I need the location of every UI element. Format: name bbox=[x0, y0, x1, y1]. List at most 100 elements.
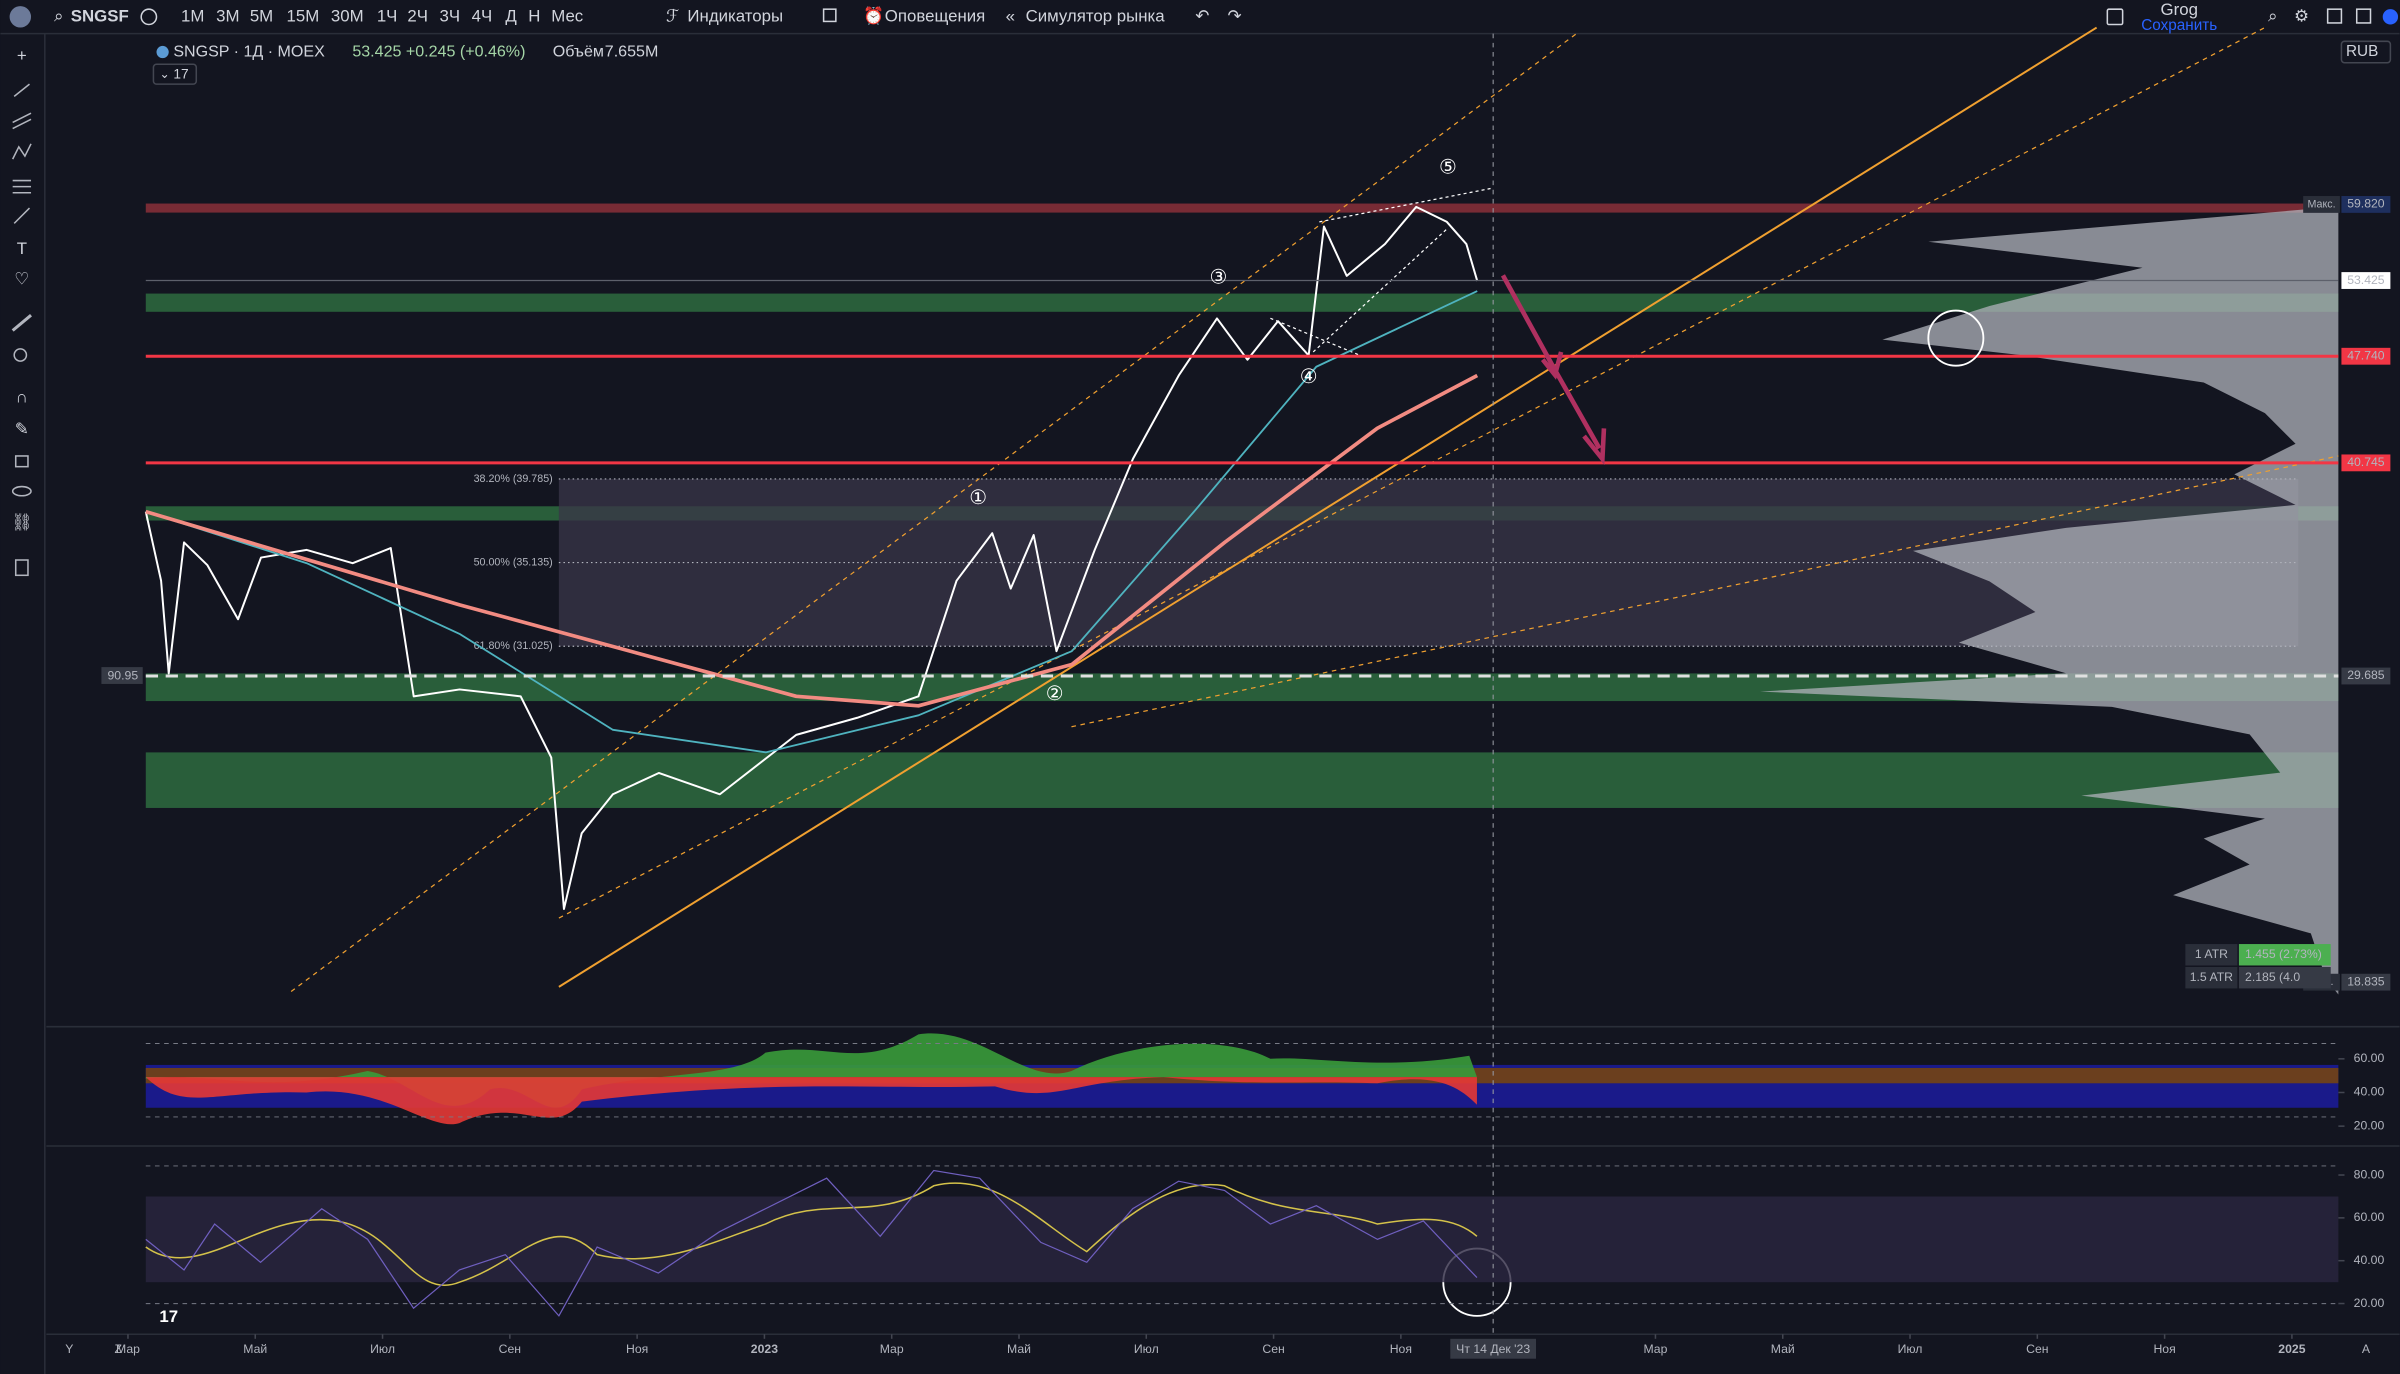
corner-button[interactable]: A bbox=[2362, 1342, 2371, 1356]
toolbar: ⌕ SNGSF ℱ Индикаторы ⏰ Оповещения « Симу… bbox=[0, 0, 2400, 35]
fib-tool[interactable] bbox=[12, 112, 32, 130]
corner-button[interactable]: Z bbox=[115, 1342, 123, 1356]
publish-button[interactable] bbox=[2382, 9, 2399, 25]
interval-button[interactable]: 15M bbox=[287, 6, 320, 25]
trend-line bbox=[558, 26, 2098, 988]
zone bbox=[145, 752, 2339, 808]
highlight-circle bbox=[1927, 309, 1985, 367]
level-label: 29.685 bbox=[2347, 668, 2385, 682]
layout-button[interactable] bbox=[2106, 8, 2124, 26]
x-tick-label: Мар bbox=[1643, 1342, 1667, 1356]
x-tick-label: Сен bbox=[499, 1342, 521, 1356]
left-marker-bg bbox=[101, 667, 143, 684]
left-marker: 90.95 bbox=[108, 669, 139, 683]
compare-button[interactable] bbox=[140, 8, 158, 26]
zoom-tool[interactable] bbox=[13, 348, 28, 362]
trendline-tool[interactable] bbox=[13, 83, 30, 97]
level-label-bg bbox=[2341, 667, 2391, 685]
legend-quote: 53.425 +0.245 (+0.46%) bbox=[352, 42, 525, 60]
x-tick-label: Июл bbox=[370, 1342, 395, 1356]
x-tick-label: Сен bbox=[1262, 1342, 1284, 1356]
snapshot-button[interactable] bbox=[2355, 8, 2372, 24]
icon-tool[interactable]: ♡ bbox=[14, 269, 29, 288]
atr-value-bg bbox=[2238, 944, 2331, 966]
symbol-logo bbox=[156, 45, 169, 59]
volume-profile bbox=[1760, 206, 2339, 995]
rsi-line bbox=[145, 1169, 1478, 1317]
fib-label: 38.20% (39.785) bbox=[474, 473, 553, 485]
interval-button[interactable]: Н bbox=[528, 6, 540, 25]
ruler-tool[interactable] bbox=[11, 314, 33, 332]
interval-button[interactable]: 4Ч bbox=[472, 6, 493, 25]
fullscreen-button[interactable] bbox=[2326, 8, 2343, 24]
legend: SNGSP · 1Д · MOEX 53.425 +0.245 (+0.46%)… bbox=[152, 42, 658, 85]
alerts-button[interactable]: Оповещения bbox=[885, 6, 986, 25]
wave-label: ② bbox=[1046, 683, 1064, 705]
level-label-bg bbox=[2341, 196, 2391, 213]
quick-search[interactable]: ⌕ bbox=[2268, 6, 2277, 25]
settings-button[interactable]: ⚙ bbox=[2294, 6, 2309, 25]
zone bbox=[145, 203, 2339, 213]
undo-button[interactable]: ↶ bbox=[1195, 6, 1209, 25]
level-label: 59.820 bbox=[2347, 197, 2385, 211]
text-tool[interactable]: T bbox=[17, 239, 27, 258]
interval-button[interactable]: 5M bbox=[250, 6, 273, 25]
legend-symbol[interactable]: SNGSP · 1Д · MOEX bbox=[173, 42, 325, 60]
indicator-icon: ℱ bbox=[666, 6, 679, 25]
level-label: 47.740 bbox=[2347, 348, 2385, 362]
atr-name-bg bbox=[2185, 967, 2238, 989]
osc-tick-label: 40.00 bbox=[2354, 1253, 2385, 1267]
toolbar-bg bbox=[0, 0, 2400, 34]
indicators-button[interactable]: Индикаторы bbox=[687, 6, 783, 25]
forecast-tool[interactable] bbox=[12, 179, 32, 194]
interval-button[interactable]: 3Ч bbox=[440, 6, 461, 25]
avatar[interactable] bbox=[9, 6, 32, 28]
crosshair-label-bg bbox=[1450, 1338, 1536, 1359]
brush-tool[interactable] bbox=[13, 207, 31, 224]
interval-button[interactable]: 1M bbox=[181, 6, 204, 25]
level-label: 53.425 bbox=[2347, 273, 2385, 287]
save-button[interactable]: Сохранить bbox=[2141, 17, 2217, 34]
symbol-search[interactable]: SNGSF bbox=[71, 6, 129, 25]
pattern-tool[interactable] bbox=[11, 143, 32, 160]
legend-volume-label: Объём bbox=[553, 42, 604, 60]
interval-button[interactable]: 1Ч bbox=[377, 6, 398, 25]
interval-button[interactable]: 30M bbox=[331, 6, 364, 25]
link-tool[interactable]: ⛓ bbox=[11, 513, 32, 532]
user-name[interactable]: Grog bbox=[2161, 0, 2198, 19]
atr-value: 2.185 (4.0 bbox=[2245, 970, 2300, 984]
delete-tool[interactable] bbox=[14, 559, 29, 577]
stay-drawing[interactable]: ✎ bbox=[15, 419, 29, 438]
redo-button[interactable]: ↷ bbox=[1228, 6, 1242, 25]
wave-label: ④ bbox=[1300, 366, 1318, 388]
level-label: 40.745 bbox=[2347, 455, 2385, 469]
osc-tick-label: 20.00 bbox=[2354, 1296, 2385, 1310]
interval-button[interactable]: Д bbox=[505, 6, 517, 25]
templates-button[interactable] bbox=[822, 8, 837, 23]
x-tick-label: Май bbox=[1771, 1342, 1795, 1356]
hide-tool[interactable] bbox=[11, 485, 32, 497]
currency[interactable]: RUB bbox=[2346, 43, 2378, 60]
forecast-arrow bbox=[1500, 274, 1607, 466]
corner-button[interactable]: Y bbox=[65, 1342, 73, 1356]
level-label-bg bbox=[2341, 973, 2391, 991]
interval-button[interactable]: 2Ч bbox=[407, 6, 428, 25]
atr-name: 1.5 ATR bbox=[2190, 970, 2233, 984]
indicators-toggle[interactable] bbox=[152, 63, 198, 85]
lock-tool[interactable] bbox=[14, 455, 29, 468]
replay-button[interactable]: Симулятор рынка bbox=[1026, 6, 1166, 25]
atr-value-bg bbox=[2238, 967, 2331, 989]
x-tick-label: Май bbox=[1007, 1342, 1031, 1356]
wave-label: ⑤ bbox=[1439, 157, 1457, 179]
toggle-arrow: ⌄ bbox=[160, 67, 170, 81]
crosshair-tool[interactable]: + bbox=[17, 46, 27, 65]
currency-box[interactable] bbox=[2340, 40, 2392, 64]
interval-button[interactable]: 3M bbox=[216, 6, 239, 25]
search-icon[interactable]: ⌕ bbox=[54, 6, 63, 25]
interval-button[interactable]: Мес bbox=[551, 6, 583, 25]
fib-label: 61.80% (31.025) bbox=[474, 640, 553, 652]
tv-logo: 17 bbox=[159, 1307, 178, 1326]
magnet-tool[interactable]: ∩ bbox=[16, 387, 28, 406]
level-label-bg bbox=[2341, 272, 2391, 289]
